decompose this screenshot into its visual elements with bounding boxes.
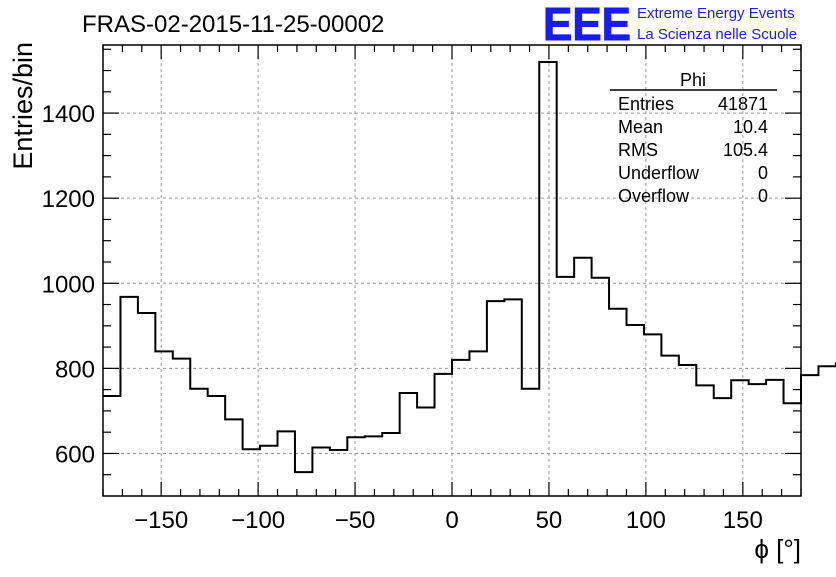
stats-rms-label: RMS	[618, 140, 658, 160]
stats-entries-value: 41871	[718, 94, 768, 114]
y-tick-label: 800	[55, 356, 95, 383]
stats-entries-label: Entries	[618, 94, 674, 114]
stats-underflow-label: Underflow	[618, 163, 700, 183]
stats-mean-value: 10.4	[733, 117, 768, 137]
y-tick-label: 1000	[42, 271, 95, 298]
stats-underflow-value: 0	[758, 163, 768, 183]
stats-rms-value: 105.4	[723, 140, 768, 160]
chart-title: FRAS-02-2015-11-25-00002	[82, 11, 384, 38]
y-axis-label: Entries/bin	[8, 42, 38, 170]
stats-mean-label: Mean	[618, 117, 663, 137]
eee-logo: EEE Extreme Energy Events La Scienza nel…	[543, 0, 798, 51]
stats-box-title: Phi	[680, 70, 706, 90]
eee-logo-mark: EEE	[543, 0, 631, 50]
x-tick-labels: −150 −100 −50 0 50 100 150	[134, 507, 763, 534]
stats-overflow-label: Overflow	[618, 186, 690, 206]
x-tick-label: 50	[536, 507, 563, 534]
x-axis-label: ϕ [°]	[754, 534, 801, 564]
axis-ticks	[102, 45, 802, 496]
y-tick-label: 1200	[42, 186, 95, 213]
histogram-line	[103, 61, 836, 474]
x-tick-label: −150	[134, 507, 188, 534]
x-tick-label: 150	[723, 507, 763, 534]
stats-overflow-value: 0	[758, 186, 768, 206]
x-tick-label: −100	[231, 507, 285, 534]
plot-frame	[102, 44, 802, 497]
x-tick-label: 100	[626, 507, 666, 534]
y-tick-labels: 600 800 1000 1200 1400	[42, 101, 95, 468]
x-tick-label: 0	[445, 507, 458, 534]
eee-logo-line2: La Scienza nelle Scuole	[637, 26, 797, 43]
grid-lines	[103, 45, 801, 496]
x-tick-label: −50	[335, 507, 376, 534]
y-tick-label: 1400	[42, 101, 95, 128]
y-tick-label: 600	[55, 441, 95, 468]
stats-box: Phi Entries 41871 Mean 10.4 RMS 105.4 Un…	[610, 70, 777, 206]
eee-logo-line1: Extreme Energy Events	[637, 5, 795, 22]
